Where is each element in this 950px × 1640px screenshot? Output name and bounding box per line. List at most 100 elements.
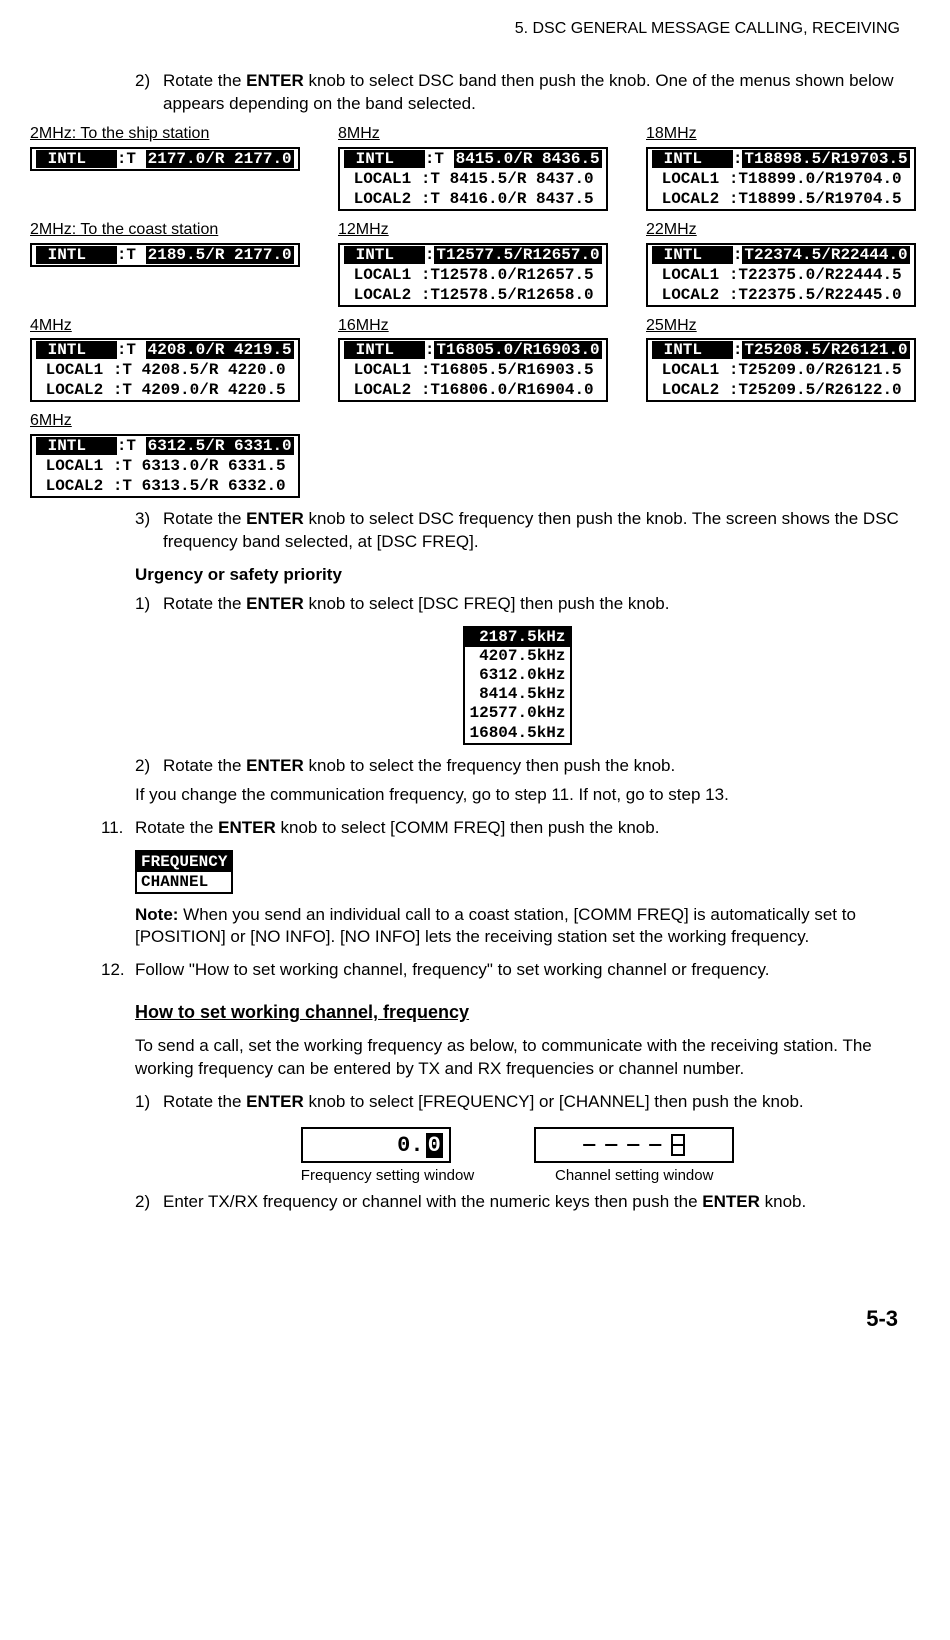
freq-setting-window: 0.0 Frequency setting window xyxy=(301,1127,474,1186)
lcd-display: INTL :T 2189.5/R 2177.0 xyxy=(30,243,300,267)
band-cell: 18MHz INTL :T18898.5/R19703.5 LOCAL1 :T1… xyxy=(646,123,926,211)
band-cell: 22MHz INTL :T22374.5/R22444.0 LOCAL1 :T2… xyxy=(646,219,926,307)
band-grid: 2MHz: To the ship station INTL :T 2177.0… xyxy=(30,123,900,497)
freq-digits: 0. xyxy=(397,1133,423,1158)
band-cell: 2MHz: To the coast station INTL :T 2189.… xyxy=(30,219,310,307)
lcd-display: INTL :T16805.0/R16903.0 LOCAL1 :T16805.5… xyxy=(338,338,608,402)
freq-item: 6312.0kHz xyxy=(465,666,569,685)
step-text: Rotate the ENTER knob to select [FREQUEN… xyxy=(163,1091,804,1114)
urgency-note: If you change the communication frequenc… xyxy=(135,784,900,807)
dsc-freq-list: 2187.5kHz 4207.5kHz 6312.0kHz 8414.5kHz1… xyxy=(463,626,571,745)
text: Enter TX/RX frequency or channel with th… xyxy=(163,1192,702,1211)
band-label: 18MHz xyxy=(646,123,926,145)
note-11: Note: When you send an individual call t… xyxy=(135,904,900,950)
note-text: When you send an individual call to a co… xyxy=(135,905,856,947)
text: knob. xyxy=(760,1192,806,1211)
howto-para: To send a call, set the working frequenc… xyxy=(135,1035,900,1081)
band-label: 22MHz xyxy=(646,219,926,241)
step-num: 3) xyxy=(135,508,163,554)
fc-line2: CHANNEL xyxy=(137,872,231,892)
howto-heading: How to set working channel, frequency xyxy=(135,1000,900,1024)
text: Rotate the xyxy=(163,594,246,613)
howto-step-2: 2) Enter TX/RX frequency or channel with… xyxy=(135,1191,900,1214)
band-label: 16MHz xyxy=(338,315,618,337)
step-2: 2) Rotate the ENTER knob to select DSC b… xyxy=(135,70,900,116)
step-3: 3) Rotate the ENTER knob to select DSC f… xyxy=(135,508,900,554)
lcd-display: INTL :T18898.5/R19703.5 LOCAL1 :T18899.0… xyxy=(646,147,916,211)
lcd-display: INTL :T25208.5/R26121.0 LOCAL1 :T25209.0… xyxy=(646,338,916,402)
band-cell: 16MHz INTL :T16805.0/R16903.0 LOCAL1 :T1… xyxy=(338,315,618,403)
step-text: Rotate the ENTER knob to select [COMM FR… xyxy=(135,817,659,840)
fc-line1: FREQUENCY xyxy=(137,852,231,872)
lcd-display: INTL :T 8415.0/R 8436.5 LOCAL1 :T 8415.5… xyxy=(338,147,608,211)
page: 5. DSC GENERAL MESSAGE CALLING, RECEIVIN… xyxy=(0,0,950,1363)
section-header: 5. DSC GENERAL MESSAGE CALLING, RECEIVIN… xyxy=(30,18,900,40)
urgency-step-1: 1) Rotate the ENTER knob to select [DSC … xyxy=(135,593,900,616)
text: Rotate the xyxy=(163,1092,246,1111)
text: knob to select the frequency then push t… xyxy=(304,756,675,775)
text: Rotate the xyxy=(163,509,246,528)
band-label: 4MHz xyxy=(30,315,310,337)
band-cell: 8MHz INTL :T 8415.0/R 8436.5 LOCAL1 :T 8… xyxy=(338,123,618,211)
band-label: 6MHz xyxy=(30,410,310,432)
band-cell: 6MHz INTL :T 6312.5/R 6331.0 LOCAL1 :T 6… xyxy=(30,410,310,498)
step-text: Rotate the ENTER knob to select the freq… xyxy=(163,755,675,778)
text: Rotate the xyxy=(163,756,246,775)
enter-label: ENTER xyxy=(218,818,276,837)
text: Rotate the xyxy=(135,818,218,837)
freq-channel-box: FREQUENCY CHANNEL xyxy=(135,850,233,894)
text: knob to select [FREQUENCY] or [CHANNEL] … xyxy=(304,1092,804,1111)
enter-label: ENTER xyxy=(246,594,304,613)
enter-label: ENTER xyxy=(702,1192,760,1211)
caption: Frequency setting window xyxy=(301,1166,474,1186)
step-num: 12. xyxy=(101,959,135,982)
band-cell: 4MHz INTL :T 4208.0/R 4219.5 LOCAL1 :T 4… xyxy=(30,315,310,403)
step-text: Rotate the ENTER knob to select [DSC FRE… xyxy=(163,593,670,616)
howto-step-1: 1) Rotate the ENTER knob to select [FREQ… xyxy=(135,1091,900,1114)
text: knob to select [DSC FREQ] then push the … xyxy=(304,594,670,613)
step-text: Enter TX/RX frequency or channel with th… xyxy=(163,1191,806,1214)
lcd-display: INTL :T12577.5/R12657.0 LOCAL1 :T12578.0… xyxy=(338,243,608,307)
freq-item: 2187.5kHz xyxy=(465,628,569,647)
step-num: 1) xyxy=(135,1091,163,1114)
band-label: 25MHz xyxy=(646,315,926,337)
lcd-display: INTL :T22374.5/R22444.0 LOCAL1 :T22375.0… xyxy=(646,243,916,307)
lcd-display: INTL :T 2177.0/R 2177.0 xyxy=(30,147,300,171)
freq-item: 8414.5kHz xyxy=(465,685,569,704)
step-num: 11. xyxy=(101,817,135,840)
step-num: 1) xyxy=(135,593,163,616)
freq-cursor: 0 xyxy=(426,1133,443,1158)
band-label: 8MHz xyxy=(338,123,618,145)
page-number: 5-3 xyxy=(30,1304,900,1334)
band-cell: 12MHz INTL :T12577.5/R12657.0 LOCAL1 :T1… xyxy=(338,219,618,307)
band-cell: 2MHz: To the ship station INTL :T 2177.0… xyxy=(30,123,310,211)
enter-label: ENTER xyxy=(246,756,304,775)
urgency-heading: Urgency or safety priority xyxy=(135,564,900,587)
lcd-display: INTL :T 4208.0/R 4219.5 LOCAL1 :T 4208.5… xyxy=(30,338,300,402)
step-text: Follow "How to set working channel, freq… xyxy=(135,959,769,982)
step-num: 2) xyxy=(135,70,163,116)
step-num: 2) xyxy=(135,755,163,778)
band-cell: 25MHz INTL :T25208.5/R26121.0 LOCAL1 :T2… xyxy=(646,315,926,403)
enter-label: ENTER xyxy=(246,1092,304,1111)
enter-label: ENTER xyxy=(246,509,304,528)
step-text: Rotate the ENTER knob to select DSC band… xyxy=(163,70,900,116)
setting-windows: 0.0 Frequency setting window ———— Channe… xyxy=(135,1127,900,1186)
band-label: 12MHz xyxy=(338,219,618,241)
text: Rotate the xyxy=(163,71,246,90)
band-label: 2MHz: To the coast station xyxy=(30,219,310,241)
lcd-display: INTL :T 6312.5/R 6331.0 LOCAL1 :T 6313.0… xyxy=(30,434,300,498)
step-text: Rotate the ENTER knob to select DSC freq… xyxy=(163,508,900,554)
step-12: 12. Follow "How to set working channel, … xyxy=(101,959,900,982)
enter-label: ENTER xyxy=(246,71,304,90)
freq-item: 4207.5kHz xyxy=(465,647,569,666)
freq-item: 16804.5kHz xyxy=(465,724,569,743)
step-11: 11. Rotate the ENTER knob to select [COM… xyxy=(101,817,900,840)
text: knob to select [COMM FREQ] then push the… xyxy=(276,818,660,837)
step-num: 2) xyxy=(135,1191,163,1214)
note-label: Note: xyxy=(135,905,178,924)
urgency-step-2: 2) Rotate the ENTER knob to select the f… xyxy=(135,755,900,778)
freq-item: 12577.0kHz xyxy=(465,704,569,723)
channel-setting-window: ———— Channel setting window xyxy=(534,1127,734,1186)
caption: Channel setting window xyxy=(534,1166,734,1186)
